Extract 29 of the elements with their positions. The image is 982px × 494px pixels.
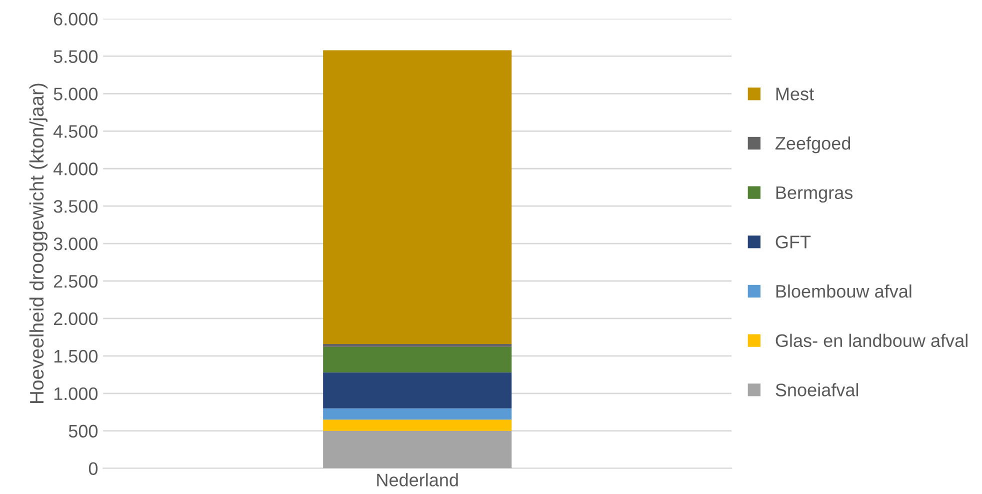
bar [323, 420, 512, 431]
legend-label: Glas- en landbouw afval [776, 334, 968, 348]
y-tick-label: 3.500 [54, 200, 98, 213]
y-tick-label: 4.000 [53, 162, 98, 176]
y-tick-label: 500 [68, 424, 98, 438]
y-tick-label: 5.000 [54, 88, 98, 100]
bar [323, 50, 512, 344]
legend-label: Mest [776, 88, 814, 100]
y-tick-label: 1.500 [54, 350, 98, 363]
bar [323, 344, 512, 347]
legend-label: Snoeiafval [776, 383, 858, 396]
y-axis-title: Hoeveelheid drooggewicht (kton/jaar) [29, 84, 48, 403]
y-tick-label: 2.500 [54, 274, 98, 288]
bar [323, 408, 512, 420]
bar [323, 372, 512, 408]
legend-label: Zeefgoed [775, 136, 850, 154]
bar [323, 346, 512, 372]
legend-label: Bloembouw afval [776, 284, 912, 298]
y-tick-label: 2.000 [54, 312, 98, 326]
y-tick-label: 3.000 [54, 237, 98, 250]
y-tick-label: 6.000 [54, 12, 98, 26]
y-tick-label: 5.500 [54, 50, 98, 63]
x-tick-label: Nederland [377, 473, 458, 486]
legend-label: Bermgras [776, 186, 853, 203]
legend-label: GFT [776, 236, 811, 248]
y-tick-label: 0 [88, 462, 98, 476]
y-tick-label: 4.500 [53, 125, 98, 138]
bar [323, 430, 512, 468]
y-tick-label: 1.000 [54, 387, 98, 400]
